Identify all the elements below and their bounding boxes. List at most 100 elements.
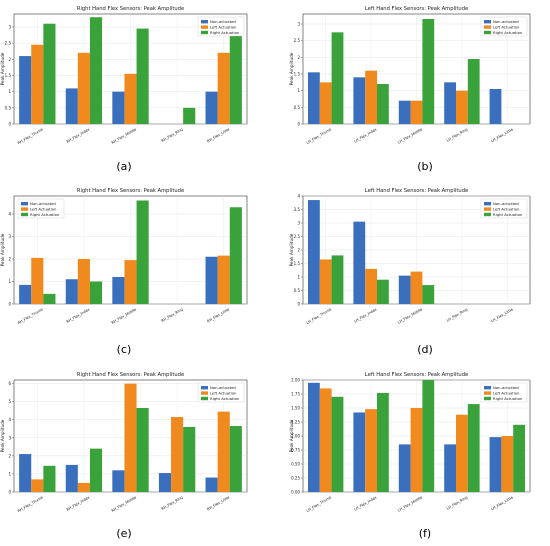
bar-right-actuation (422, 285, 435, 304)
y-tick-label: 3 (8, 234, 11, 239)
y-tick-label: 1.5 (5, 73, 12, 78)
bar-left-actuation (77, 482, 90, 492)
bar-right-actuation (422, 380, 435, 492)
y-tick-label: 1.75 (291, 392, 300, 397)
bar-right-actuation (467, 59, 480, 124)
bar-right-actuation (43, 465, 56, 492)
bar-left-actuation (77, 259, 90, 304)
bar-non-actuated (353, 412, 366, 492)
chart-title: Right Hand Flex Sensors: Peak Amplitude (77, 188, 184, 194)
bar-non-actuated (307, 200, 320, 304)
y-tick-label: 2 (8, 453, 11, 458)
y-tick-label: 0.5 (294, 105, 301, 110)
chart-panel-1: Right Hand Flex Sensors: Peak Amplitude P… (0, 6, 248, 173)
legend-swatch (21, 207, 28, 211)
legend-swatch (484, 202, 491, 206)
x-tick-label: LH_Flex_Ring (446, 307, 469, 322)
y-tick-label: 0.5 (5, 105, 12, 110)
x-tick-label: RH_Flex_Little (206, 127, 230, 143)
legend-label: Left Actuation (493, 391, 520, 396)
y-tick-label: 0 (297, 122, 300, 127)
bar-right-actuation (136, 28, 149, 124)
bar-left-actuation (31, 479, 44, 492)
y-tick-label: 2 (8, 257, 11, 262)
bar-left-actuation (365, 409, 378, 492)
bar-non-actuated (398, 275, 411, 304)
bar-right-actuation (377, 279, 389, 304)
y-tick-label: 3 (8, 435, 11, 440)
legend-swatch (201, 386, 208, 390)
y-tick-label: 1 (8, 471, 11, 476)
bar-left-actuation (365, 268, 378, 304)
y-tick-label: 1 (8, 279, 11, 284)
y-tick-label: 3 (297, 221, 300, 226)
legend-swatch (201, 391, 208, 395)
y-tick-label: 1.50 (291, 406, 300, 411)
y-axis-label: Peak Amplitude (0, 52, 5, 85)
bar-left-actuation (171, 417, 184, 492)
panel-caption: (d) (417, 343, 433, 356)
bar-non-actuated (489, 89, 502, 124)
legend-swatch (484, 212, 491, 217)
y-tick-label: 0.75 (291, 448, 300, 453)
bar-right-actuation (229, 207, 242, 304)
bar-right-actuation (89, 17, 103, 125)
bar-non-actuated (65, 464, 78, 492)
legend-swatch (201, 396, 208, 401)
bar-left-actuation (217, 411, 230, 492)
legend-swatch (484, 25, 491, 29)
bar-left-actuation (31, 257, 44, 304)
y-tick-label: 0.5 (294, 288, 301, 293)
bar-non-actuated (205, 477, 218, 492)
y-tick-label: 2.5 (294, 234, 301, 239)
y-tick-label: 0 (8, 302, 11, 307)
legend-label: Right Actuation (493, 396, 523, 401)
legend-label: Non-actuated (30, 201, 56, 206)
x-tick-label: LH_Flex_Little (490, 127, 514, 143)
legend-swatch (201, 30, 208, 35)
legend-box (480, 198, 528, 219)
chart-title: Left Hand Flex Sensors: Peak Amplitude (365, 372, 468, 378)
bar-non-actuated (307, 72, 320, 124)
bar-right-actuation (183, 426, 196, 492)
y-tick-label: 0 (8, 490, 11, 495)
panel-caption: (b) (417, 160, 433, 173)
y-tick-label: 1 (8, 89, 11, 94)
bar-non-actuated (353, 77, 366, 124)
y-tick-label: 2 (297, 248, 300, 253)
x-tick-label: LH_Flex_Ring (446, 495, 469, 510)
bar-non-actuated (158, 473, 172, 492)
legend-swatch (201, 20, 208, 24)
x-tick-label: RH_Flex_Thumb (17, 307, 44, 325)
bar-left-actuation (217, 52, 230, 124)
x-tick-label: LH_Flex_Middle (397, 307, 424, 325)
bar-non-actuated (353, 221, 366, 304)
legend-label: Right Actuation (210, 396, 240, 401)
bar-non-actuated (19, 56, 32, 124)
y-tick-label: 0 (8, 122, 11, 127)
legend-label: Left Actuation (493, 25, 520, 30)
y-tick-label: 0 (297, 302, 300, 307)
y-tick-label: 3 (297, 22, 300, 27)
y-tick-label: 3 (8, 24, 11, 29)
x-tick-label: LH_Flex_Thumb (306, 307, 333, 325)
bar-right-actuation (422, 19, 435, 124)
legend-label: Non-actuated (210, 385, 236, 390)
x-tick-label: RH_Flex_Middle (111, 495, 138, 513)
y-tick-label: 5 (8, 399, 11, 404)
x-tick-label: RH_Flex_Index (66, 307, 91, 324)
bar-non-actuated (19, 284, 32, 304)
x-tick-label: RH_Flex_Ring (161, 495, 184, 511)
bar-non-actuated (444, 82, 456, 124)
x-tick-label: LH_Flex_Index (353, 307, 378, 324)
legend-box (480, 382, 528, 403)
y-axis-label: Peak Amplitude (289, 419, 294, 452)
x-tick-label: RH_Flex_Index (66, 127, 91, 144)
chart-panel-6: Left Hand Flex Sensors: Peak Amplitude Pe… (289, 372, 531, 540)
bar-right-actuation (229, 31, 242, 125)
